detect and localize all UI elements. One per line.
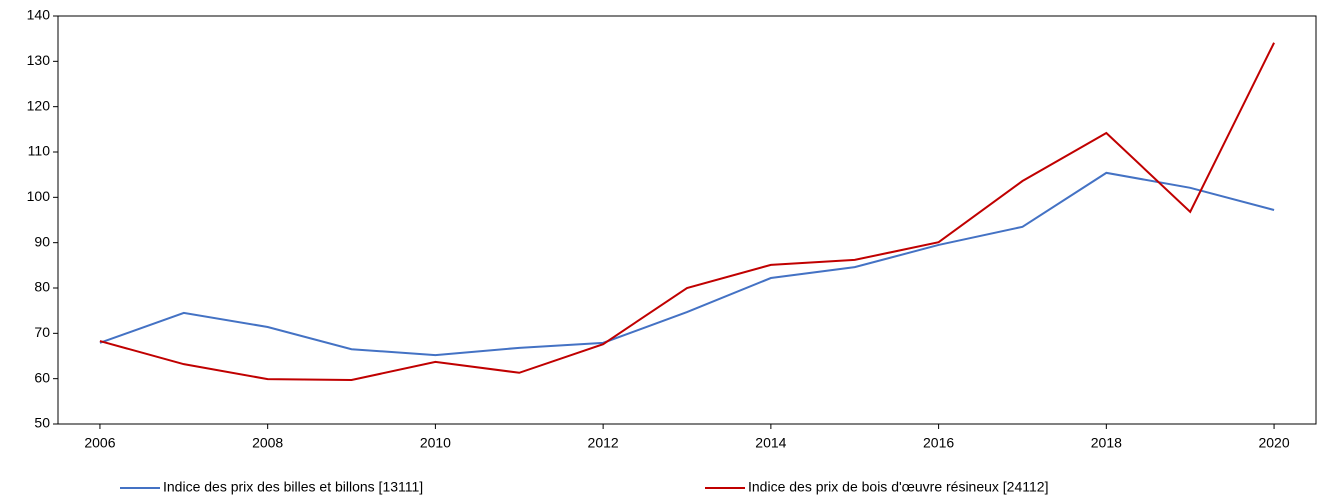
legend-label: Indice des prix des billes et billons [1… (163, 479, 423, 495)
legend-label: Indice des prix de bois d'œuvre résineux… (748, 479, 1048, 495)
y-tick-label: 130 (27, 52, 51, 68)
plot-frame (57, 15, 1317, 425)
series-line (99, 42, 1275, 382)
series-line (99, 171, 1275, 357)
y-tick-label: 60 (34, 369, 50, 385)
y-tick-label: 120 (27, 97, 51, 113)
y-tick-label: 70 (34, 324, 50, 340)
x-tick-label: 2012 (588, 435, 619, 451)
y-tick-label: 140 (27, 7, 51, 23)
x-tick-label: 2020 (1258, 435, 1289, 451)
x-tick-label: 2018 (1091, 435, 1122, 451)
y-tick-label: 110 (28, 143, 51, 159)
x-tick-label: 2014 (755, 435, 786, 451)
y-tick-label: 80 (34, 279, 50, 295)
y-tick-label: 90 (34, 233, 50, 249)
y-tick-label: 100 (27, 188, 51, 204)
y-tick-label: 50 (34, 415, 50, 431)
x-tick-label: 2010 (420, 435, 451, 451)
x-tick-label: 2016 (923, 435, 954, 451)
x-tick-label: 2008 (252, 435, 283, 451)
x-tick-label: 2006 (84, 435, 115, 451)
